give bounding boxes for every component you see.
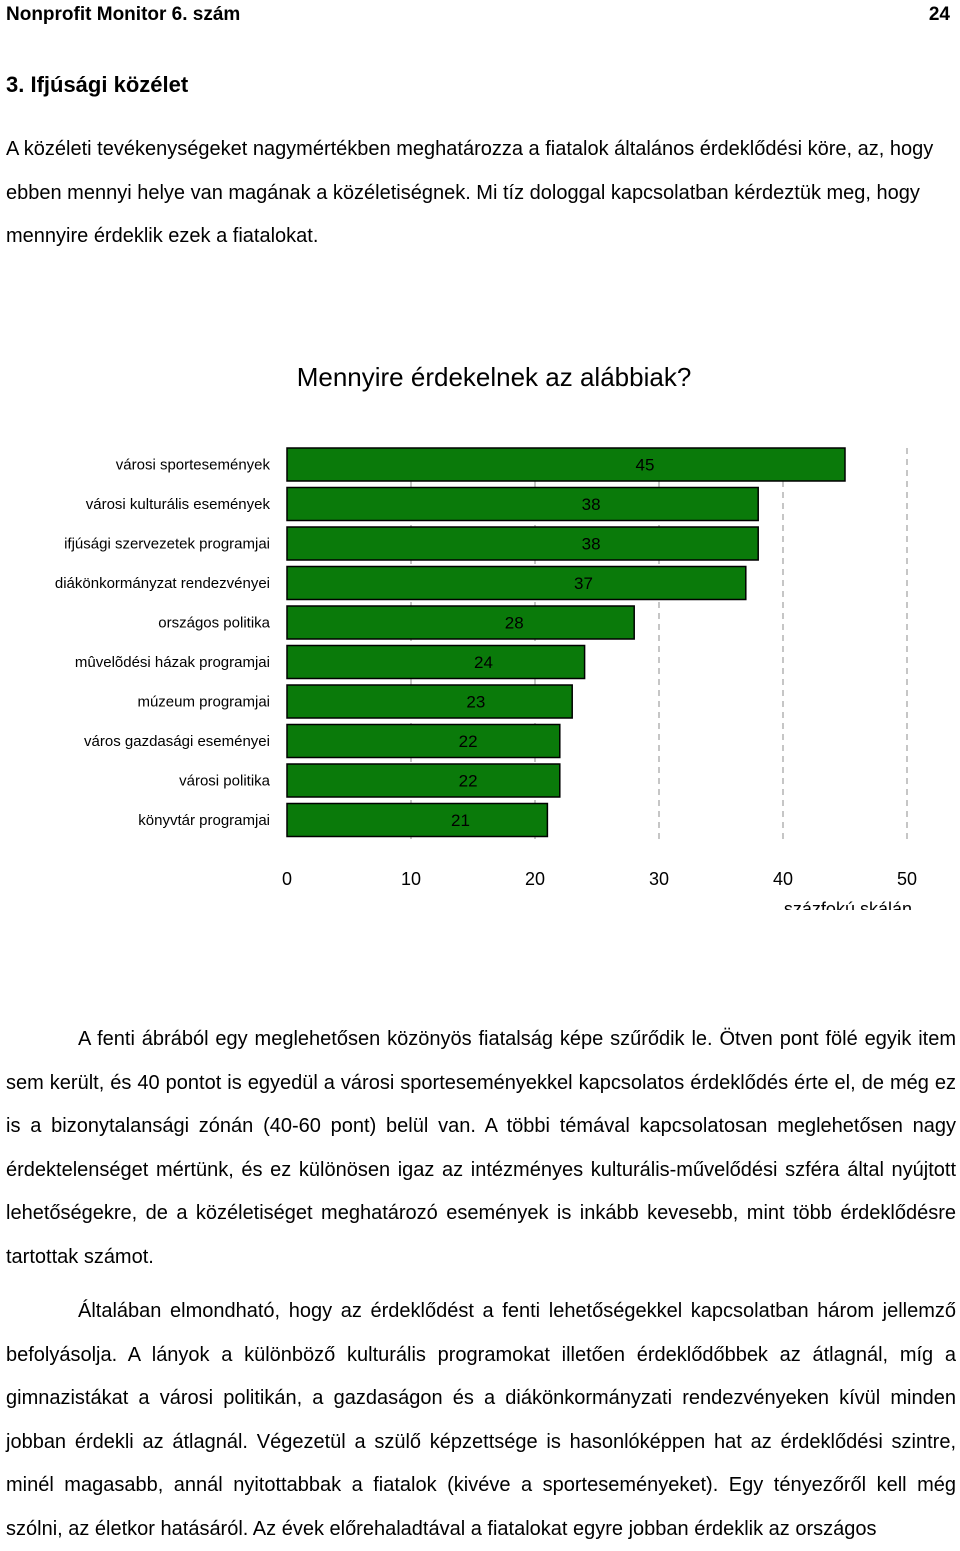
x-tick-label: 0 <box>282 869 292 889</box>
x-tick-label: 40 <box>773 869 793 889</box>
category-label: városi kulturális események <box>86 496 271 513</box>
section-title: 3. Ifjúsági közélet <box>6 72 189 97</box>
data-label: 22 <box>459 732 478 751</box>
bar-6 <box>286 644 586 680</box>
bar-5 <box>286 605 635 640</box>
category-label: diákönkormányzat rendezvényei <box>55 575 270 592</box>
horizontal-bar-chart: városi sportesemények 45 városi kulturális… <box>55 447 917 910</box>
bar-1 <box>286 447 846 482</box>
bar-3 <box>286 526 759 561</box>
x-tick-label: 50 <box>897 869 917 889</box>
bar-9 <box>286 763 561 798</box>
page-number: 24 <box>928 4 950 25</box>
category-label: könyvtár programjai <box>138 812 270 829</box>
bar-7 <box>286 684 573 719</box>
data-label: 21 <box>451 811 470 830</box>
x-tick-label: 10 <box>401 869 421 889</box>
chart-title: Mennyire érdekelnek az alábbiak? <box>296 362 692 392</box>
data-label: 22 <box>459 772 478 791</box>
body-paragraph-2: Általában elmondható, hogy az érdeklődés… <box>6 1300 956 1540</box>
x-axis-label: százfokú skálán <box>784 899 912 910</box>
data-label: 24 <box>474 653 493 672</box>
x-tick-label: 20 <box>525 869 545 889</box>
category-label: országos politika <box>158 615 270 632</box>
intro-paragraph: A közéleti tevékenységeket nagymértékben… <box>6 138 934 247</box>
bar-2 <box>286 486 759 522</box>
category-label: múzeum programjai <box>137 694 270 711</box>
data-label: 37 <box>574 574 593 593</box>
x-tick-label: 30 <box>649 869 669 889</box>
bar-4 <box>286 565 747 601</box>
category-label: mûvelõdési házak programjai <box>75 654 270 671</box>
category-label: városi politika <box>179 773 271 790</box>
data-label: 38 <box>582 495 601 514</box>
data-label: 38 <box>582 535 601 554</box>
data-label: 23 <box>466 693 485 712</box>
category-label: ifjúsági szervezetek programjai <box>64 536 270 553</box>
category-label: város gazdasági eseményei <box>84 733 270 750</box>
running-header-title: Nonprofit Monitor 6. szám <box>6 4 241 25</box>
data-label: 45 <box>635 456 654 475</box>
bar-8 <box>286 723 561 759</box>
category-label: városi sportesemények <box>116 457 271 474</box>
bar-10 <box>286 802 549 838</box>
data-label: 28 <box>505 614 524 633</box>
body-paragraph-1: A fenti ábrából egy meglehetősen közönyö… <box>6 1028 956 1268</box>
